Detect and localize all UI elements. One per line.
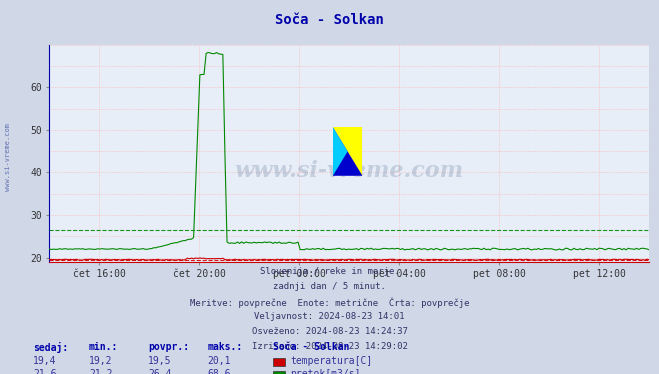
Text: 19,2: 19,2 — [89, 356, 113, 367]
Text: 21,6: 21,6 — [33, 369, 57, 374]
Text: 19,4: 19,4 — [33, 356, 57, 367]
Text: Soča - Solkan: Soča - Solkan — [275, 13, 384, 27]
Text: Meritve: povprečne  Enote: metrične  Črta: povprečje: Meritve: povprečne Enote: metrične Črta:… — [190, 297, 469, 308]
Polygon shape — [333, 127, 348, 176]
Text: 20,1: 20,1 — [208, 356, 231, 367]
Polygon shape — [333, 127, 362, 176]
Text: min.:: min.: — [89, 342, 119, 352]
Text: Soča - Solkan: Soča - Solkan — [273, 342, 350, 352]
Text: 19,5: 19,5 — [148, 356, 172, 367]
Text: temperatura[C]: temperatura[C] — [290, 356, 372, 367]
Text: zadnji dan / 5 minut.: zadnji dan / 5 minut. — [273, 282, 386, 291]
Text: 26,4: 26,4 — [148, 369, 172, 374]
Text: povpr.:: povpr.: — [148, 342, 189, 352]
Text: Izrisano: 2024-08-23 14:29:02: Izrisano: 2024-08-23 14:29:02 — [252, 342, 407, 351]
Text: Slovenija / reke in morje.: Slovenija / reke in morje. — [260, 267, 399, 276]
Text: 68,6: 68,6 — [208, 369, 231, 374]
Text: www.si-vreme.com: www.si-vreme.com — [5, 123, 11, 191]
Text: Veljavnost: 2024-08-23 14:01: Veljavnost: 2024-08-23 14:01 — [254, 312, 405, 321]
Text: Osveženo: 2024-08-23 14:24:37: Osveženo: 2024-08-23 14:24:37 — [252, 327, 407, 336]
Text: www.si-vreme.com: www.si-vreme.com — [235, 160, 464, 182]
Text: maks.:: maks.: — [208, 342, 243, 352]
Text: pretok[m3/s]: pretok[m3/s] — [290, 369, 360, 374]
Polygon shape — [333, 127, 362, 176]
Text: 21,2: 21,2 — [89, 369, 113, 374]
Text: sedaj:: sedaj: — [33, 342, 68, 353]
